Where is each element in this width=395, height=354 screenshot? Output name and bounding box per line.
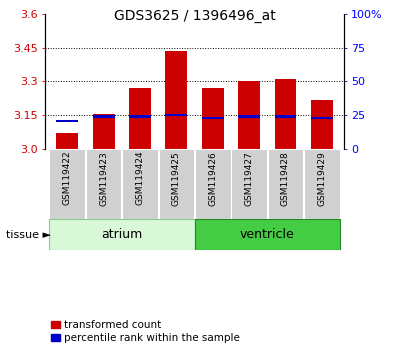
Bar: [129, 88, 151, 149]
Text: GSM119426: GSM119426: [208, 151, 217, 206]
Bar: [93, 114, 115, 149]
FancyBboxPatch shape: [231, 149, 267, 219]
Text: GSM119428: GSM119428: [281, 151, 290, 206]
Bar: [56, 120, 78, 122]
Bar: [275, 79, 296, 149]
Text: GSM119425: GSM119425: [172, 151, 181, 206]
Text: GSM119427: GSM119427: [245, 151, 254, 206]
Bar: [129, 115, 151, 118]
FancyBboxPatch shape: [194, 219, 340, 250]
Text: GDS3625 / 1396496_at: GDS3625 / 1396496_at: [114, 9, 275, 23]
Bar: [166, 114, 187, 116]
Bar: [238, 81, 260, 149]
FancyBboxPatch shape: [122, 149, 158, 219]
FancyBboxPatch shape: [268, 149, 303, 219]
Text: tissue ►: tissue ►: [6, 229, 51, 240]
Bar: [238, 115, 260, 118]
FancyBboxPatch shape: [86, 149, 121, 219]
Bar: [93, 115, 115, 118]
FancyBboxPatch shape: [158, 149, 194, 219]
Bar: [202, 116, 224, 119]
Bar: [311, 101, 333, 149]
FancyBboxPatch shape: [304, 149, 340, 219]
Text: atrium: atrium: [101, 228, 143, 241]
Text: ventricle: ventricle: [240, 228, 295, 241]
Bar: [275, 115, 296, 118]
Text: GSM119423: GSM119423: [99, 151, 108, 206]
FancyBboxPatch shape: [195, 149, 231, 219]
Bar: [56, 133, 78, 149]
Bar: [166, 51, 187, 149]
FancyBboxPatch shape: [49, 219, 194, 250]
Text: GSM119422: GSM119422: [63, 151, 72, 205]
Text: GSM119424: GSM119424: [135, 151, 145, 205]
Bar: [311, 116, 333, 119]
Legend: transformed count, percentile rank within the sample: transformed count, percentile rank withi…: [51, 320, 240, 343]
Text: GSM119429: GSM119429: [317, 151, 326, 206]
FancyBboxPatch shape: [49, 149, 85, 219]
Bar: [202, 88, 224, 149]
